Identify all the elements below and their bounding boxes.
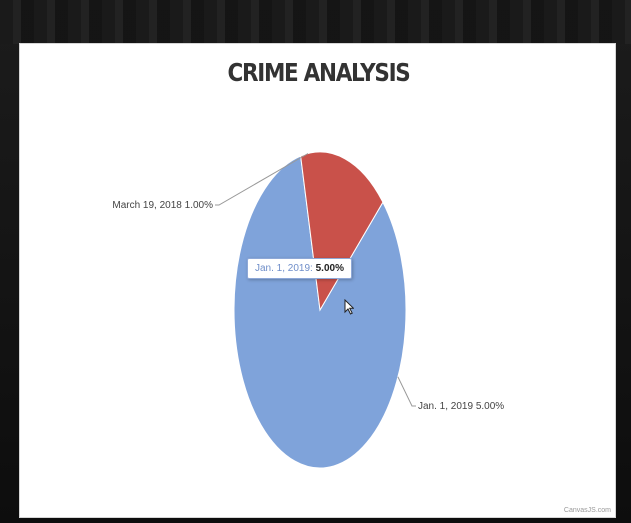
pie-slice[interactable] [233, 155, 407, 469]
pie-slices [233, 151, 407, 469]
chart-tooltip: Jan. 1, 2019: 5.00% [247, 258, 352, 279]
mouse-pointer-icon [344, 299, 354, 315]
pie-chart[interactable]: Jan. 1, 2019 5.00% March 19, 2018 1.00% [20, 44, 617, 519]
pie-labels: Jan. 1, 2019 5.00% March 19, 2018 1.00% [112, 153, 504, 412]
tooltip-separator: : [310, 263, 313, 274]
chart-credit: CanvasJS.com [563, 507, 611, 514]
background-strip [0, 0, 631, 44]
tooltip-value: 5.00% [315, 263, 344, 274]
pie-slice-label: Jan. 1, 2019 5.00% [418, 401, 504, 412]
chart-canvas: CRIME ANALYSIS Jan. 1, 2019 5.00% March 1… [19, 43, 616, 518]
label-leader-line [215, 153, 309, 206]
chart-title: CRIME ANALYSIS [227, 58, 410, 87]
label-leader-line [397, 376, 416, 407]
pie-slice-label: March 19, 2018 1.00% [112, 200, 213, 211]
tooltip-series-name: Jan. 1, 2019 [255, 263, 311, 274]
